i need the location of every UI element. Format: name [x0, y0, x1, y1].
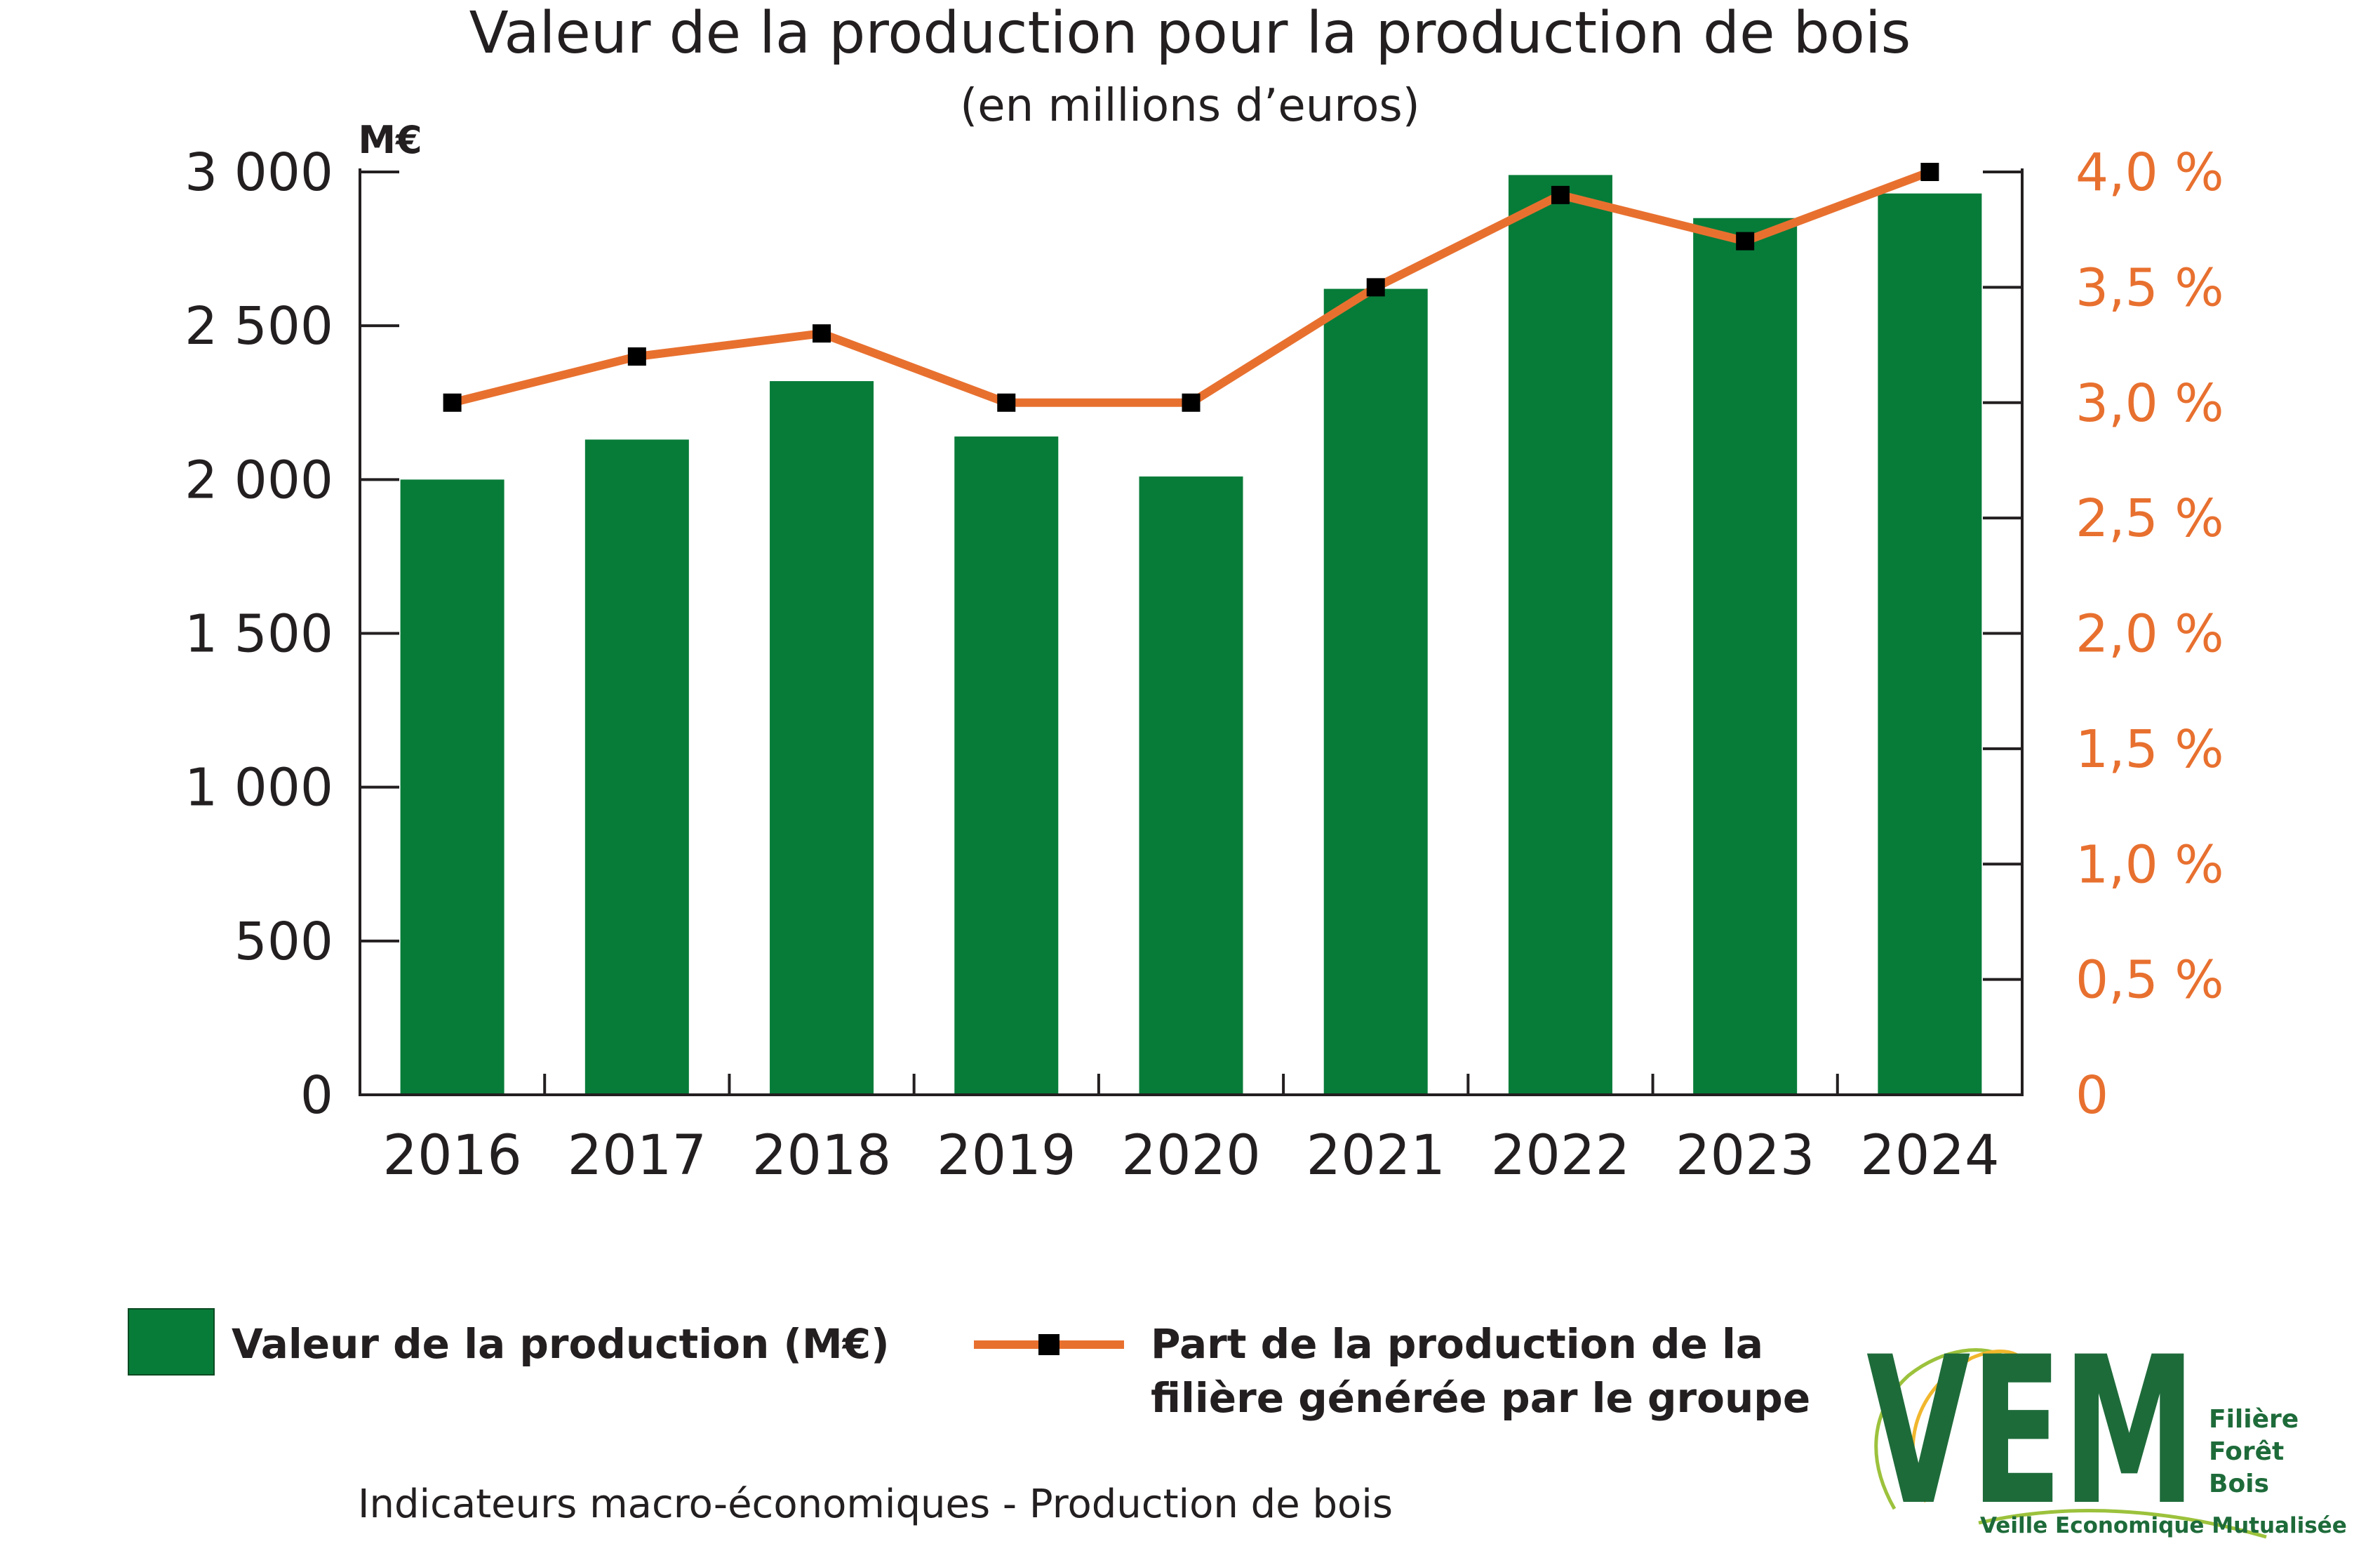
line-point-2023 — [1736, 232, 1755, 251]
x-tick-label: 2022 — [1491, 1124, 1631, 1187]
legend-bar-swatch — [128, 1308, 215, 1376]
y-tick-label: 2 500 — [185, 296, 333, 357]
y-tick-label: 2 000 — [185, 450, 333, 510]
chart-subtitle: (en millions d’euros) — [960, 80, 1419, 132]
y-tick-label: 0 — [300, 1065, 333, 1126]
line-series-group — [443, 163, 1939, 412]
y2-tick-label: 2,0 % — [2075, 604, 2224, 665]
logo-tagline: Veille Economique Mutualisée — [1980, 1513, 2347, 1538]
y2-tick-label: 3,5 % — [2075, 258, 2224, 318]
bar-2021 — [1323, 288, 1428, 1096]
x-tick-label: 2017 — [568, 1124, 707, 1187]
legend-line-label-1: Part de la production de la — [1151, 1320, 1763, 1368]
bar-2020 — [1139, 476, 1243, 1095]
legend-bar-label: Valeur de la production (M€) — [232, 1320, 890, 1368]
y2-tick-label: 3,0 % — [2075, 373, 2224, 434]
x-tick-label: 2021 — [1306, 1124, 1445, 1187]
line-point-2021 — [1366, 278, 1385, 297]
bars-group — [400, 175, 1982, 1096]
tick-labels-group: 0 500 1 000 1 500 2 000 2 500 3 000 0 0,5 % 1,0 %… — [185, 142, 2224, 1187]
y-tick-label: 1 500 — [185, 604, 333, 665]
logo-swoosh — [1978, 1509, 2267, 1539]
y2-tick-label: 0 — [2075, 1065, 2108, 1126]
logo-line-1: Filière — [2209, 1405, 2299, 1434]
y2-tick-label: 4,0 % — [2075, 142, 2224, 203]
logo-arc-yellow — [1911, 1350, 2022, 1503]
bar-2022 — [1508, 175, 1612, 1096]
x-tick-label: 2019 — [937, 1124, 1076, 1187]
bar-2018 — [770, 381, 874, 1095]
vem-logo: VEM Filière Forêt Bois Veille Economique… — [1866, 1314, 2347, 1550]
bar-2017 — [584, 439, 689, 1095]
logo-line-3: Bois — [2209, 1470, 2269, 1498]
bar-2019 — [954, 436, 1059, 1095]
bar-2016 — [400, 479, 504, 1095]
logo-line-2: Forêt — [2209, 1437, 2284, 1466]
legend-line-label-2: filière générée par le groupe — [1151, 1374, 1810, 1422]
x-tick-label: 2016 — [382, 1124, 522, 1187]
logo-letters: VEM — [1866, 1314, 2196, 1550]
y-tick-label: 1 000 — [185, 758, 333, 818]
line-point-2018 — [813, 324, 831, 343]
bar-2024 — [1878, 193, 1982, 1095]
x-tick-label: 2024 — [1860, 1124, 2000, 1187]
y2-tick-label: 1,5 % — [2075, 719, 2224, 780]
x-tick-label: 2018 — [752, 1124, 892, 1187]
line-point-2022 — [1551, 185, 1570, 204]
chart-title: Valeur de la production pour la producti… — [469, 0, 1911, 67]
y-tick-label: 3 000 — [185, 142, 333, 203]
line-point-2020 — [1182, 393, 1201, 412]
legend-line-marker — [1038, 1334, 1059, 1355]
y2-tick-label: 1,0 % — [2075, 834, 2224, 895]
line-point-2016 — [443, 393, 462, 412]
logo-arc-green — [1874, 1348, 2008, 1510]
footer-caption: Indicateurs macro-économiques - Producti… — [358, 1481, 1393, 1527]
y-tick-label: 500 — [234, 912, 333, 972]
x-tick-label: 2020 — [1121, 1124, 1261, 1187]
y2-tick-label: 0,5 % — [2075, 950, 2224, 1011]
x-tick-label: 2023 — [1676, 1124, 1815, 1187]
y2-tick-label: 2,5 % — [2075, 488, 2224, 549]
line-point-2024 — [1920, 163, 1939, 181]
y-axis-unit: M€ — [358, 118, 422, 162]
line-point-2019 — [997, 393, 1016, 412]
axes-group — [359, 168, 2024, 1096]
line-point-2017 — [627, 347, 646, 366]
bar-2023 — [1693, 218, 1798, 1095]
